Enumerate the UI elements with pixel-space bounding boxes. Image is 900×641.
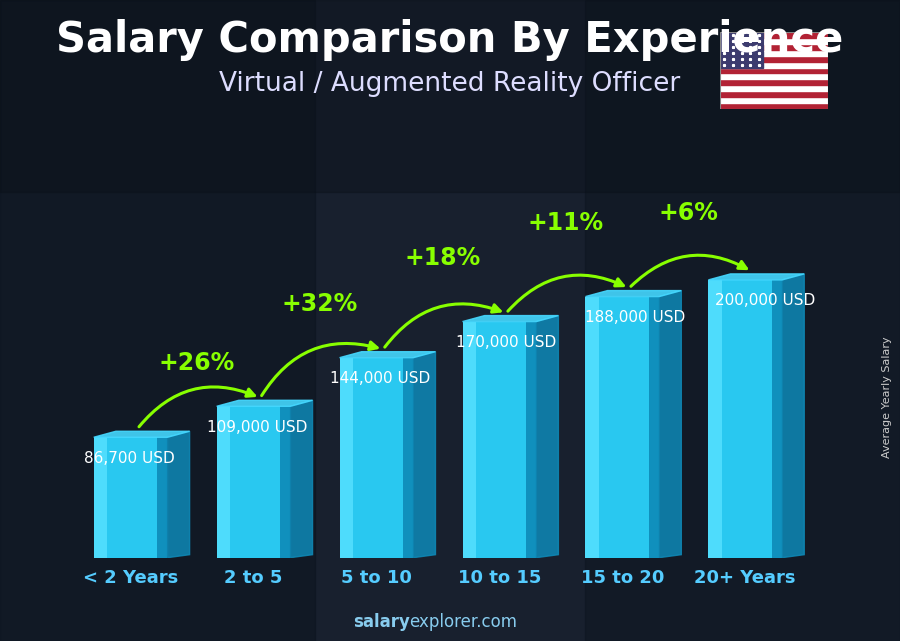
- Bar: [217, 406, 230, 558]
- Text: 109,000 USD: 109,000 USD: [207, 420, 307, 435]
- Bar: [720, 79, 828, 85]
- Polygon shape: [659, 290, 681, 558]
- Text: salary: salary: [353, 613, 410, 631]
- Text: +6%: +6%: [658, 201, 718, 225]
- Bar: [94, 437, 167, 558]
- Bar: [280, 406, 291, 558]
- Polygon shape: [708, 274, 805, 280]
- Text: Salary Comparison By Experience: Salary Comparison By Experience: [57, 19, 843, 62]
- Text: +26%: +26%: [158, 351, 235, 375]
- Bar: [158, 437, 167, 558]
- Bar: [585, 297, 598, 558]
- Bar: [526, 322, 536, 558]
- Bar: [720, 50, 828, 56]
- Text: 86,700 USD: 86,700 USD: [84, 451, 175, 465]
- Polygon shape: [413, 352, 436, 558]
- Bar: [720, 91, 828, 97]
- Polygon shape: [463, 315, 558, 322]
- Bar: [720, 32, 828, 38]
- Bar: [720, 62, 828, 67]
- Bar: [708, 280, 722, 558]
- Bar: [463, 322, 536, 558]
- Text: explorer.com: explorer.com: [410, 613, 518, 631]
- Bar: [0, 0, 900, 192]
- Bar: [720, 56, 828, 62]
- Polygon shape: [585, 290, 681, 297]
- Bar: [772, 280, 782, 558]
- Bar: [0, 0, 315, 641]
- Polygon shape: [339, 352, 436, 358]
- Bar: [463, 322, 476, 558]
- Text: 170,000 USD: 170,000 USD: [456, 335, 556, 350]
- Bar: [708, 280, 782, 558]
- Bar: [720, 85, 828, 91]
- Bar: [649, 297, 659, 558]
- Bar: [339, 358, 413, 558]
- Bar: [720, 38, 828, 44]
- Text: Average Yearly Salary: Average Yearly Salary: [881, 337, 892, 458]
- Polygon shape: [536, 315, 558, 558]
- Text: 144,000 USD: 144,000 USD: [329, 371, 430, 386]
- Bar: [720, 32, 763, 67]
- Text: +18%: +18%: [404, 246, 481, 271]
- Bar: [339, 358, 353, 558]
- Bar: [585, 0, 900, 641]
- Polygon shape: [291, 400, 312, 558]
- Text: +11%: +11%: [527, 212, 603, 235]
- Bar: [720, 74, 828, 79]
- Bar: [94, 437, 107, 558]
- Bar: [720, 103, 828, 109]
- Text: +32%: +32%: [282, 292, 357, 317]
- Text: 188,000 USD: 188,000 USD: [585, 310, 686, 325]
- Polygon shape: [94, 431, 190, 437]
- Bar: [403, 358, 413, 558]
- Polygon shape: [217, 400, 312, 406]
- Bar: [720, 67, 828, 74]
- Bar: [720, 97, 828, 103]
- Polygon shape: [167, 431, 190, 558]
- Polygon shape: [782, 274, 805, 558]
- Bar: [217, 406, 291, 558]
- Text: Virtual / Augmented Reality Officer: Virtual / Augmented Reality Officer: [220, 71, 680, 97]
- Text: 200,000 USD: 200,000 USD: [715, 293, 814, 308]
- Bar: [720, 44, 828, 50]
- Bar: [585, 297, 659, 558]
